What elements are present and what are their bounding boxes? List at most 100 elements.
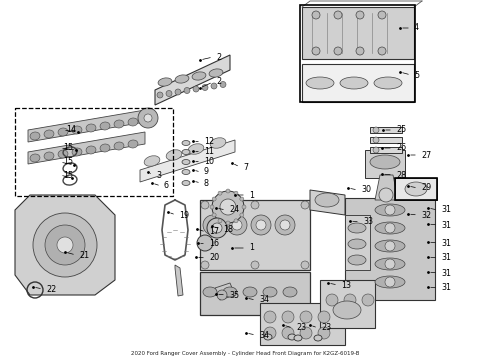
Text: 34: 34	[259, 296, 269, 305]
Ellipse shape	[166, 150, 182, 160]
Text: 29: 29	[421, 184, 431, 193]
Circle shape	[201, 261, 209, 269]
Text: 15: 15	[63, 171, 73, 180]
Bar	[395, 178, 437, 200]
Circle shape	[184, 87, 190, 94]
Circle shape	[280, 220, 290, 230]
Ellipse shape	[375, 258, 405, 270]
Circle shape	[211, 83, 217, 89]
Text: 33: 33	[363, 217, 373, 226]
Circle shape	[144, 114, 152, 122]
Bar	[370, 137, 402, 143]
Bar	[302, 64, 414, 102]
Text: 24: 24	[229, 206, 239, 215]
Circle shape	[251, 261, 259, 269]
Ellipse shape	[314, 335, 322, 341]
Text: 27: 27	[421, 150, 431, 159]
Text: 9: 9	[204, 167, 209, 176]
Ellipse shape	[264, 334, 272, 340]
Ellipse shape	[263, 287, 277, 297]
Polygon shape	[140, 140, 235, 182]
Circle shape	[356, 47, 364, 55]
Circle shape	[57, 237, 73, 253]
Circle shape	[220, 81, 226, 87]
Ellipse shape	[44, 130, 54, 138]
Ellipse shape	[30, 132, 40, 140]
Polygon shape	[375, 175, 398, 200]
Circle shape	[264, 311, 276, 323]
Circle shape	[33, 213, 97, 277]
Bar	[370, 127, 402, 133]
Circle shape	[217, 290, 227, 300]
Polygon shape	[175, 265, 183, 296]
Polygon shape	[155, 55, 230, 105]
Text: 12: 12	[204, 138, 214, 147]
Ellipse shape	[182, 170, 190, 175]
Text: 18: 18	[223, 225, 233, 234]
Circle shape	[312, 47, 320, 55]
Text: 1: 1	[249, 190, 254, 199]
Circle shape	[166, 90, 172, 96]
Text: 3: 3	[156, 171, 161, 180]
Text: 13: 13	[341, 280, 351, 289]
Ellipse shape	[288, 334, 296, 340]
Ellipse shape	[58, 150, 68, 158]
Circle shape	[251, 215, 271, 235]
Text: 22: 22	[46, 284, 56, 293]
Circle shape	[212, 213, 216, 217]
Ellipse shape	[58, 128, 68, 136]
Bar	[370, 147, 402, 153]
Ellipse shape	[348, 223, 366, 233]
Circle shape	[344, 294, 356, 306]
Ellipse shape	[144, 156, 160, 166]
Text: 10: 10	[204, 158, 214, 166]
Ellipse shape	[306, 77, 334, 89]
Circle shape	[197, 235, 213, 251]
Text: 31: 31	[441, 238, 451, 248]
Ellipse shape	[375, 204, 405, 216]
Circle shape	[373, 137, 379, 143]
Text: 31: 31	[441, 220, 451, 230]
Ellipse shape	[209, 69, 223, 77]
Ellipse shape	[72, 148, 82, 156]
Ellipse shape	[348, 255, 366, 265]
Bar	[302, 7, 414, 59]
Bar	[395, 178, 437, 200]
Text: 15: 15	[63, 144, 73, 153]
Circle shape	[203, 215, 223, 235]
Ellipse shape	[210, 138, 226, 148]
Polygon shape	[365, 150, 405, 178]
Circle shape	[251, 201, 259, 209]
Circle shape	[275, 215, 295, 235]
Ellipse shape	[182, 140, 190, 145]
Circle shape	[334, 47, 342, 55]
Circle shape	[175, 89, 181, 95]
Circle shape	[356, 11, 364, 19]
Text: 7: 7	[243, 162, 248, 171]
Circle shape	[207, 218, 227, 238]
Ellipse shape	[294, 335, 302, 341]
Ellipse shape	[30, 154, 40, 162]
Text: 11: 11	[204, 148, 214, 157]
Text: 14: 14	[66, 126, 76, 135]
Circle shape	[385, 205, 395, 215]
Ellipse shape	[333, 301, 361, 319]
Ellipse shape	[375, 240, 405, 252]
Circle shape	[157, 92, 163, 98]
Polygon shape	[345, 198, 435, 300]
Text: 2: 2	[216, 53, 221, 62]
Circle shape	[282, 311, 294, 323]
Text: 31: 31	[441, 269, 451, 278]
Bar	[15, 108, 173, 196]
Ellipse shape	[128, 140, 138, 148]
Ellipse shape	[100, 122, 110, 130]
Circle shape	[385, 241, 395, 251]
Text: 31: 31	[441, 284, 451, 292]
Polygon shape	[215, 283, 235, 300]
Polygon shape	[310, 190, 345, 215]
Text: 17: 17	[209, 228, 219, 237]
Circle shape	[385, 277, 395, 287]
Text: 23: 23	[296, 324, 306, 333]
Circle shape	[45, 225, 85, 265]
Circle shape	[326, 294, 338, 306]
